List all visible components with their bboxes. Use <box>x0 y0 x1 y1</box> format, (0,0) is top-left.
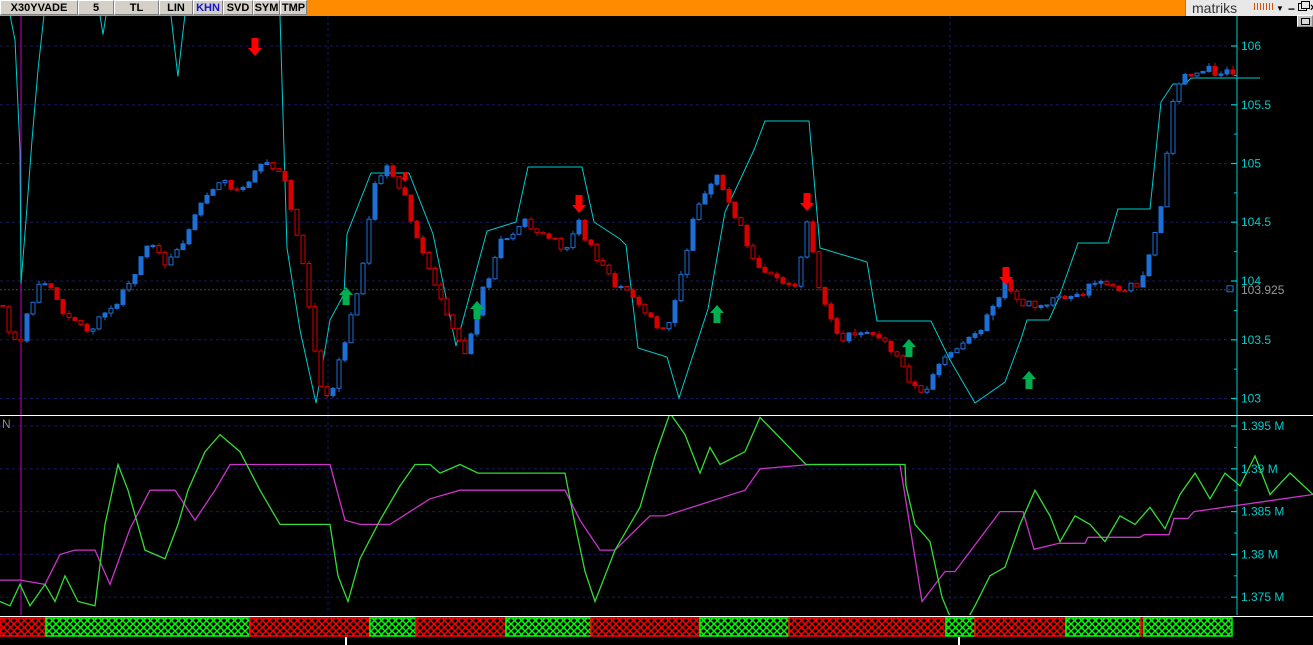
svg-text:104.5: 104.5 <box>1241 215 1271 229</box>
svg-text:1.375 M: 1.375 M <box>1241 590 1284 604</box>
svg-text:1.39 M: 1.39 M <box>1241 462 1278 476</box>
svg-text:105.5: 105.5 <box>1241 98 1271 112</box>
svg-text:103.925: 103.925 <box>1241 283 1285 297</box>
svg-text:1.385 M: 1.385 M <box>1241 505 1284 519</box>
svg-text:1.395 M: 1.395 M <box>1241 419 1284 433</box>
svg-text:N: N <box>2 417 11 431</box>
svg-text:106: 106 <box>1241 39 1261 53</box>
svg-text:105: 105 <box>1241 157 1261 171</box>
svg-text:1.38 M: 1.38 M <box>1241 547 1278 561</box>
svg-text:103: 103 <box>1241 392 1261 406</box>
svg-text:103.5: 103.5 <box>1241 333 1271 347</box>
